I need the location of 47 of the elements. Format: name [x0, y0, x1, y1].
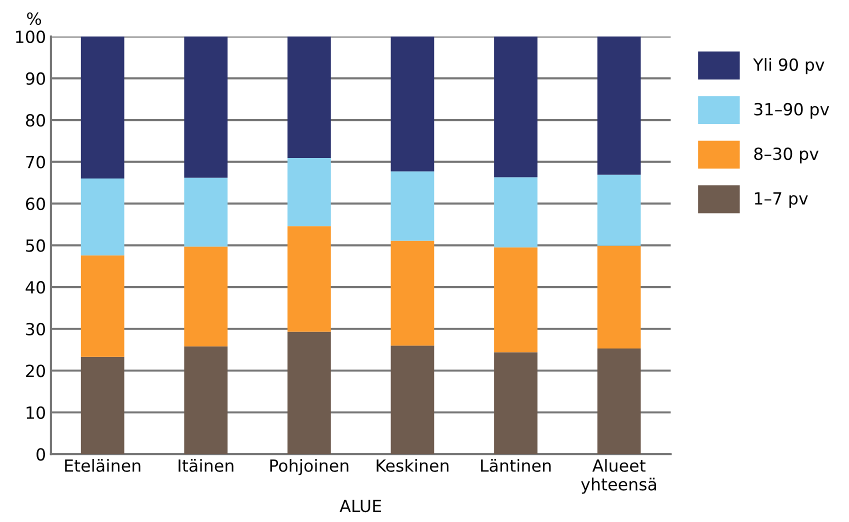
- bar: [184, 178, 228, 247]
- y-tick-label: 10: [26, 406, 45, 419]
- bar: [494, 36, 538, 178]
- legend-label: 1–7 pv: [754, 192, 808, 208]
- bar: [80, 255, 124, 357]
- y-tick-label: 60: [26, 198, 45, 210]
- bar: [287, 226, 331, 332]
- bar: [494, 352, 538, 454]
- x-tick-label: Läntinen: [481, 459, 551, 472]
- bar: [287, 158, 331, 226]
- y-tick-label: 70: [26, 156, 45, 168]
- bar: [494, 247, 538, 352]
- bar: [184, 36, 228, 178]
- bar: [184, 346, 228, 454]
- x-tick-label: Keskinen: [376, 459, 448, 472]
- bar: [80, 356, 124, 454]
- x-tick-label: Alueet yhteensä: [581, 459, 656, 494]
- legend-label: Yli 90 pv: [753, 58, 824, 74]
- bar: [390, 346, 434, 454]
- bar: [494, 177, 538, 248]
- y-axis-title: %: [27, 12, 42, 25]
- bar: [597, 348, 641, 454]
- x-tick-label: Pohjoinen: [270, 459, 348, 476]
- bar: [390, 240, 434, 346]
- y-tick-label: 40: [26, 281, 45, 294]
- y-tick-label: 90: [26, 72, 45, 85]
- y-tick-label: 30: [26, 322, 45, 336]
- bar: [597, 174, 641, 246]
- y-tick-label: 80: [26, 114, 45, 127]
- bar: [390, 36, 434, 172]
- bar: [184, 246, 228, 346]
- y-tick-label: 20: [26, 364, 45, 378]
- bar: [80, 36, 124, 179]
- bar: [390, 171, 434, 241]
- y-tick-label: 50: [26, 239, 45, 252]
- legend-label: 31–90 pv: [754, 102, 830, 119]
- bar: [80, 178, 124, 256]
- bar: [287, 36, 331, 158]
- bar: [597, 36, 641, 175]
- legend-label: 8–30 pv: [754, 148, 818, 164]
- bar: [287, 332, 331, 454]
- x-axis-title: ALUE: [340, 500, 382, 512]
- x-tick-label: Eteläinen: [65, 459, 140, 472]
- x-tick-label: Itäinen: [178, 459, 234, 472]
- y-tick-label: 100: [16, 30, 45, 44]
- y-tick-label: 0: [36, 448, 45, 461]
- bar: [597, 246, 641, 348]
